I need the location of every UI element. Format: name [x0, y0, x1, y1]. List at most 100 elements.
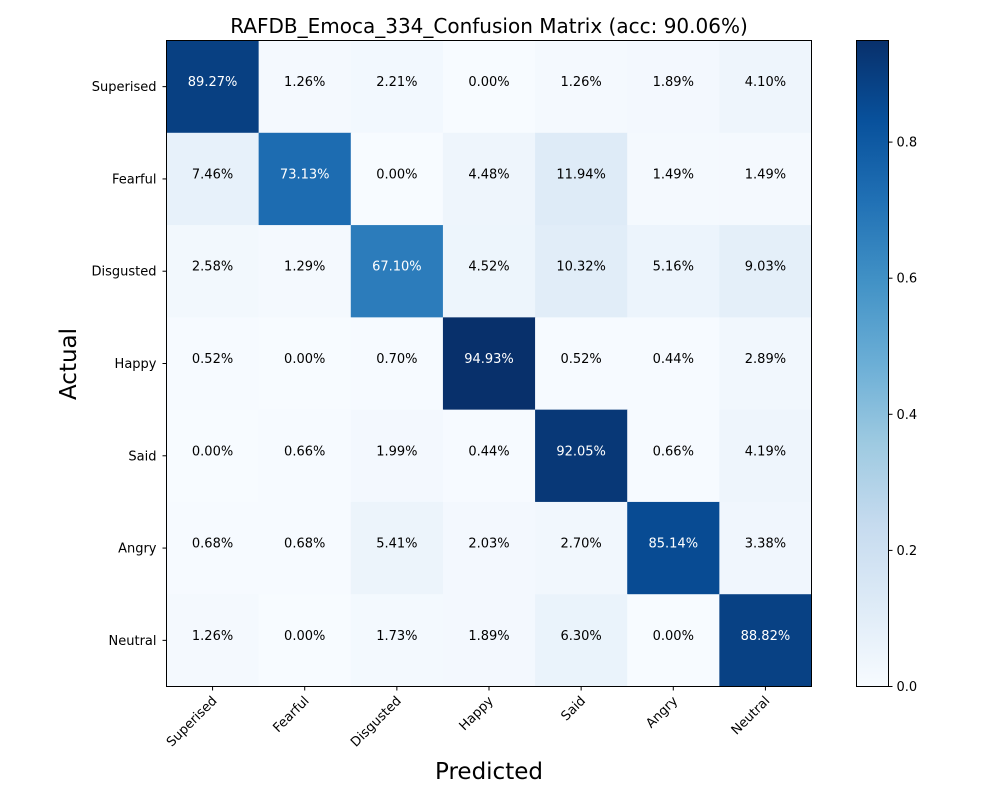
cell-value-label: 0.66% [284, 444, 325, 459]
cell-value-label: 1.49% [653, 167, 694, 182]
heatmap-cell [627, 40, 720, 134]
heatmap-cells [166, 40, 812, 687]
heatmap-cell [258, 409, 352, 503]
heatmap-cell [535, 409, 628, 503]
cell-value-label: 1.29% [284, 260, 325, 275]
heatmap-cell [442, 132, 536, 226]
cell-value-label: 2.58% [192, 260, 233, 275]
cell-value-label: 2.70% [560, 537, 601, 552]
heatmap-cell [535, 225, 628, 318]
cell-value-label: 0.66% [653, 444, 694, 459]
y-tick-label: Disgusted [91, 265, 156, 280]
cell-value-label: 0.00% [284, 629, 325, 644]
heatmap-cell [442, 317, 536, 411]
cell-value-label: 92.05% [556, 444, 606, 459]
cell-value-label: 67.10% [372, 260, 422, 275]
cell-value-label: 2.21% [376, 75, 417, 90]
heatmap-cell [258, 225, 352, 318]
heatmap-cell [442, 501, 536, 595]
cell-value-label: 0.44% [468, 444, 509, 459]
cell-value-label: 0.44% [653, 352, 694, 367]
heatmap-cell [719, 317, 812, 411]
cell-value-label: 1.49% [745, 167, 786, 182]
heatmap-cell [442, 225, 536, 318]
cell-value-label: 1.26% [192, 629, 233, 644]
heatmap-cell [535, 132, 628, 226]
heatmap-cell [350, 40, 444, 134]
colorbar-tick-label: 0.4 [897, 408, 918, 423]
cell-value-label: 0.00% [192, 444, 233, 459]
cell-value-label: 11.94% [556, 167, 606, 182]
x-tick-label: Happy [457, 694, 497, 734]
cell-value-label: 1.99% [376, 444, 417, 459]
heatmap-cell [719, 594, 812, 687]
colorbar [856, 40, 889, 687]
heatmap-cell [350, 317, 444, 411]
heatmap-cell [258, 40, 352, 134]
heatmap-cell [442, 594, 536, 687]
heatmap-cell [719, 409, 812, 503]
heatmap-cell [166, 317, 260, 411]
cell-value-label: 2.03% [468, 537, 509, 552]
heatmap-cell [350, 132, 444, 226]
heatmap-cell [719, 132, 812, 226]
cell-value-label: 94.93% [464, 352, 514, 367]
heatmap-cell [258, 317, 352, 411]
heatmap-cell [627, 409, 720, 503]
cell-value-label: 73.13% [280, 167, 330, 182]
cell-value-label: 1.26% [284, 75, 325, 90]
heatmap-cell [350, 409, 444, 503]
heatmap-cell [535, 317, 628, 411]
heatmap-cell [442, 40, 536, 134]
heatmap-cell [627, 317, 720, 411]
x-tick-label: Neutral [729, 694, 774, 739]
cell-value-label: 4.48% [468, 167, 509, 182]
y-tick-label: Said [128, 449, 156, 464]
x-tick-label: Said [558, 694, 588, 724]
heatmap-cell [719, 501, 812, 595]
cell-value-label: 0.00% [376, 167, 417, 182]
cell-value-label: 1.89% [653, 75, 694, 90]
heatmap-cell [166, 40, 260, 134]
heatmap-cell [350, 225, 444, 318]
cell-value-label: 0.00% [653, 629, 694, 644]
y-axis-label: Actual [56, 328, 82, 400]
heatmap-cell [166, 594, 260, 687]
heatmap-cell [627, 594, 720, 687]
cell-value-label: 85.14% [648, 537, 698, 552]
cell-value-label: 7.46% [192, 167, 233, 182]
heatmap-cell [627, 225, 720, 318]
cell-value-label: 0.70% [376, 352, 417, 367]
y-tick-label: Neutral [109, 634, 157, 649]
heatmap-cell [258, 501, 352, 595]
heatmap-cell [258, 594, 352, 687]
y-tick-label: Angry [118, 542, 157, 557]
heatmap-cell [535, 594, 628, 687]
heatmap-cell [350, 594, 444, 687]
colorbar-tick-label: 0.6 [897, 272, 918, 287]
cell-value-label: 2.89% [745, 352, 786, 367]
cell-value-label: 0.68% [284, 537, 325, 552]
cell-value-label: 9.03% [745, 260, 786, 275]
heatmap-cell [166, 501, 260, 595]
cell-value-label: 89.27% [188, 75, 238, 90]
heatmap-cell [442, 409, 536, 503]
cell-value-label: 5.16% [653, 260, 694, 275]
x-tick-label: Angry [643, 694, 681, 732]
heatmap-cell [166, 409, 260, 503]
x-tick-label: Disgusted [348, 694, 405, 751]
cell-value-label: 88.82% [741, 629, 791, 644]
colorbar-tick-label: 0.8 [897, 136, 918, 151]
cell-value-label: 0.00% [284, 352, 325, 367]
cell-value-label: 0.52% [560, 352, 601, 367]
y-tick-label: Fearful [112, 172, 157, 187]
heatmap-cell [719, 225, 812, 318]
colorbar-tick-label: 0.2 [897, 544, 918, 559]
cell-value-label: 4.52% [468, 260, 509, 275]
heatmap-cell [627, 501, 720, 595]
x-axis-ticks: Superised Fearful Disgusted Happy Said Angry N… [164, 686, 774, 751]
x-tick-label: Fearful [270, 694, 312, 736]
cell-value-label: 1.26% [560, 75, 601, 90]
cell-value-label: 1.73% [376, 629, 417, 644]
